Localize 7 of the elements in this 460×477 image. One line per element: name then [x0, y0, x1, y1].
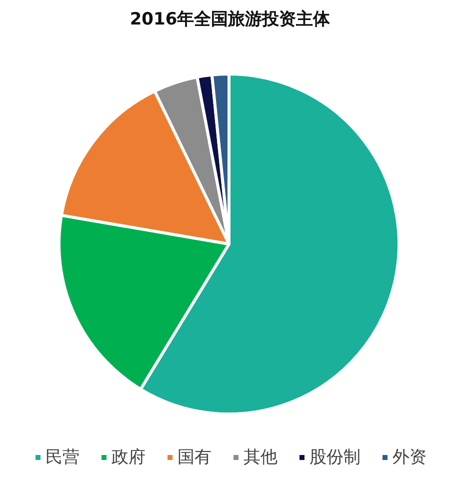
legend-label: 政府	[112, 448, 146, 468]
legend-label: 股份制	[310, 448, 360, 468]
chart-title: 2016年全国旅游投资主体	[130, 10, 332, 30]
legend-label: 民营	[46, 448, 80, 468]
legend-label: 其他	[244, 448, 278, 468]
legend-label: 外资	[392, 448, 426, 468]
legend-label: 国有	[178, 448, 212, 468]
